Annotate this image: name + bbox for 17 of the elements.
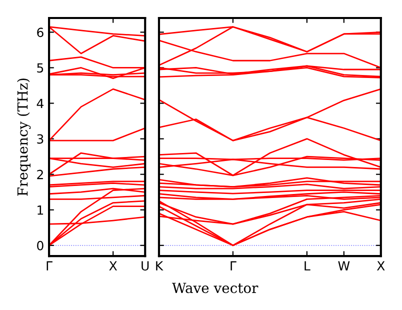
y-tick-label: 6	[37, 28, 44, 38]
x-tick-label: K	[156, 261, 164, 270]
x-tick-label: Γ	[46, 261, 52, 270]
x-tick-label: X	[376, 261, 385, 270]
y-tick-label: 3	[37, 134, 44, 144]
x-axis-title: Wave vector	[172, 282, 258, 294]
y-tick-label: 4	[36, 98, 44, 108]
y-axis-title: Frequency (THz)	[17, 78, 31, 196]
y-tick-label: 1	[38, 206, 44, 215]
x-tick-label: Γ	[230, 261, 236, 270]
y-tick-label: 2	[37, 170, 43, 180]
x-tick-label: X	[109, 261, 117, 270]
x-tick-label: W	[338, 261, 350, 270]
x-tick-label: L	[304, 261, 310, 270]
x-tick-label: U	[142, 261, 149, 271]
y-tick-label: 0	[37, 240, 44, 250]
y-tick-label: 5	[37, 63, 44, 73]
